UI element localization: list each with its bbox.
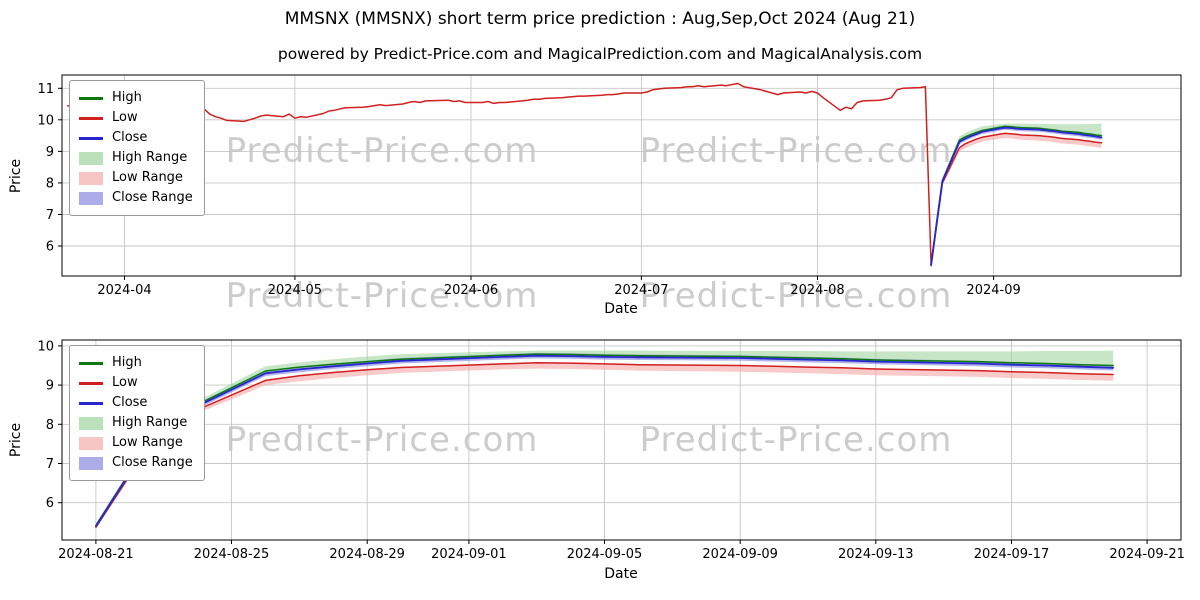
y-tick-label: 9 — [46, 145, 54, 160]
legend-label: Close Range — [112, 190, 193, 205]
legend-item-low: Low — [79, 108, 193, 128]
legend-swatch-close-range — [79, 191, 103, 205]
legend-label: Close — [112, 395, 148, 410]
bottom-y-axis-label: Price — [8, 422, 24, 458]
legend-label: Low — [112, 110, 138, 125]
legend-label: Close Range — [112, 455, 193, 470]
legend-item-high: High — [79, 353, 193, 373]
legend-item-close-range: Close Range — [79, 453, 193, 473]
legend-label: Low — [112, 375, 138, 390]
legend-item-low: Low — [79, 373, 193, 393]
x-tick-label: 2024-04 — [97, 283, 151, 298]
low-line — [95, 361, 1114, 528]
legend-swatch-high — [79, 96, 103, 100]
legend-label: High — [112, 355, 142, 370]
y-tick-label: 6 — [46, 496, 54, 511]
top-legend: High Low Close High Range Low Range Close Ran… — [69, 80, 205, 216]
legend-swatch-low-range — [79, 171, 103, 185]
legend-label: Low Range — [112, 435, 183, 450]
watermark: Predict-Price.com — [225, 276, 539, 316]
x-tick-label: 2024-08-21 — [58, 547, 134, 562]
legend-swatch-low-range — [79, 436, 103, 450]
legend-item-close: Close — [79, 393, 193, 413]
high-line — [930, 125, 1103, 266]
y-tick-label: 6 — [46, 240, 54, 255]
low-line — [930, 132, 1103, 267]
legend-swatch-close — [79, 136, 103, 140]
x-tick-label: 2024-05 — [268, 283, 322, 298]
watermark: Predict-Price.com — [639, 276, 953, 316]
high-line — [95, 353, 1114, 527]
top-y-axis-label: Price — [8, 158, 24, 194]
bottom-legend: High Low Close High Range Low Range Close Ran… — [69, 345, 205, 481]
legend-swatch-close — [79, 401, 103, 405]
legend-label: High Range — [112, 150, 188, 165]
legend-label: High Range — [112, 415, 188, 430]
legend-item-low-range: Low Range — [79, 433, 193, 453]
y-tick-label: 8 — [46, 418, 54, 433]
watermark: Predict-Price.com — [639, 420, 953, 460]
high-range-band — [931, 123, 1102, 265]
x-tick-label: 2024-09-21 — [1109, 547, 1185, 562]
legend-swatch-high-range — [79, 151, 103, 165]
legend-item-low-range: Low Range — [79, 168, 193, 188]
x-tick-label: 2024-06 — [444, 283, 498, 298]
legend-label: High — [112, 90, 142, 105]
y-tick-label: 10 — [37, 339, 54, 354]
y-tick-label: 11 — [37, 82, 54, 97]
x-tick-label: 2024-08-29 — [329, 547, 405, 562]
legend-item-high-range: High Range — [79, 148, 193, 168]
plot-frame — [61, 74, 1182, 277]
legend-swatch-low — [79, 116, 103, 120]
bottom-x-axis-label: Date — [604, 566, 638, 582]
y-tick-label: 7 — [46, 208, 54, 223]
plot-frame — [61, 339, 1182, 541]
chart-zoom: 2024-08-21 2024-08-25 2024-08-29 2024-09-01… — [37, 339, 1184, 562]
top-x-axis-label: Date — [604, 301, 638, 317]
x-tick-label: 2024-08-25 — [194, 547, 270, 562]
legend-item-high-range: High Range — [79, 413, 193, 433]
chart-main: 2024-04 2024-05 2024-06 2024-07 2024-08 2024-… — [37, 74, 1182, 298]
y-tick-label: 8 — [46, 176, 54, 191]
history-line — [66, 82, 932, 266]
legend-swatch-low — [79, 381, 103, 385]
legend-swatch-high — [79, 361, 103, 365]
x-tick-label: 2024-09-05 — [567, 547, 643, 562]
close-line — [95, 354, 1115, 528]
legend-label: Low Range — [112, 170, 183, 185]
x-tick-label: 2024-07 — [614, 283, 668, 298]
watermark: Predict-Price.com — [225, 420, 539, 460]
x-tick-label: 2024-09 — [966, 283, 1020, 298]
y-tick-label: 9 — [46, 379, 54, 394]
legend-swatch-close-range — [79, 456, 103, 470]
x-tick-label: 2024-09-09 — [702, 547, 778, 562]
y-tick-label: 7 — [46, 457, 54, 472]
x-tick-label: 2024-09-17 — [974, 547, 1050, 562]
legend-item-close-range: Close Range — [79, 188, 193, 208]
legend-label: Close — [112, 130, 148, 145]
chart-subtitle: powered by Predict-Price.com and Magical… — [277, 45, 923, 63]
x-tick-label: 2024-09-01 — [431, 547, 507, 562]
chart-title: MMSNX (MMSNX) short term price predictio… — [284, 9, 916, 29]
y-tick-label: 10 — [37, 113, 54, 128]
x-tick-label: 2024-08 — [790, 283, 844, 298]
legend-swatch-high-range — [79, 416, 103, 430]
legend-item-high: High — [79, 88, 193, 108]
x-tick-label: 2024-09-13 — [838, 547, 914, 562]
legend-item-close: Close — [79, 128, 193, 148]
close-line — [930, 126, 1103, 266]
